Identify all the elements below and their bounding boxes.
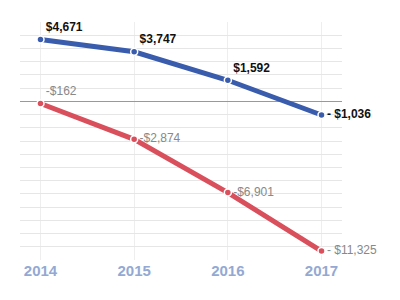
svg-text:-$162: -$162 (46, 84, 77, 98)
svg-text:2015: 2015 (117, 262, 150, 279)
svg-text:2014: 2014 (24, 262, 58, 279)
svg-text:$3,747: $3,747 (140, 32, 177, 46)
svg-text:2016: 2016 (211, 262, 244, 279)
svg-text:-$6,901: -$6,901 (233, 185, 274, 199)
svg-text:- $11,325: - $11,325 (327, 243, 377, 257)
svg-text:$4,671: $4,671 (46, 20, 83, 34)
svg-text:-$2,874: -$2,874 (140, 131, 181, 145)
svg-text:- $1,036: - $1,036 (327, 107, 371, 121)
svg-text:$1,592: $1,592 (233, 61, 270, 75)
svg-text:2017: 2017 (305, 262, 338, 279)
